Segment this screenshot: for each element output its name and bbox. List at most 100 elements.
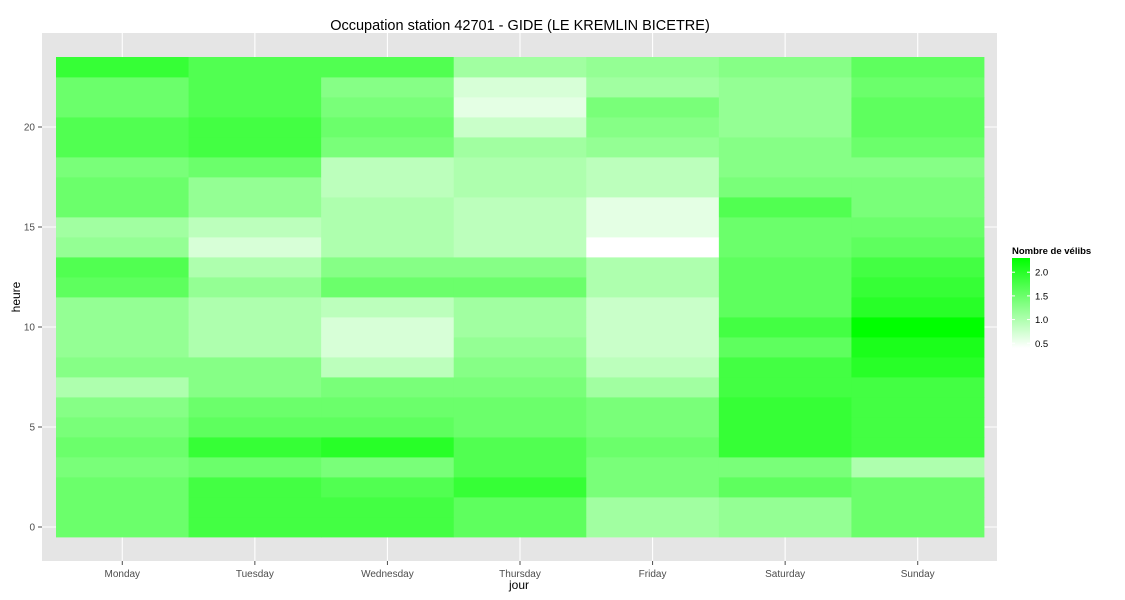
cell-sunday-h2	[851, 477, 985, 498]
cell-sunday-h4	[851, 437, 985, 458]
legend: Nombre de vélibs 0.5 1.0 1.5 2.0	[1012, 246, 1091, 350]
cell-friday-h17	[586, 177, 720, 198]
cell-wednesday-h16	[321, 197, 455, 218]
cell-thursday-h11	[453, 297, 587, 318]
cell-tuesday-h10	[188, 317, 322, 338]
cell-tuesday-h13	[188, 257, 322, 278]
cell-friday-h0	[586, 517, 720, 538]
cell-saturday-h0	[718, 517, 852, 538]
cell-tuesday-h20	[188, 117, 322, 138]
cell-tuesday-h23	[188, 57, 322, 78]
cell-friday-h8	[586, 357, 720, 378]
cell-thursday-h12	[453, 277, 587, 298]
cell-monday-h16	[56, 197, 189, 218]
y-tick-label-10: 10	[24, 323, 36, 334]
cell-saturday-h10	[718, 317, 852, 338]
cell-friday-h7	[586, 377, 720, 398]
x-tick-label-sunday: Sunday	[901, 569, 935, 580]
cell-wednesday-h0	[321, 517, 455, 538]
cell-thursday-h14	[453, 237, 587, 258]
cell-monday-h17	[56, 177, 189, 198]
cell-monday-h11	[56, 297, 189, 318]
y-axis-ticks: 0 5 10 15 20	[24, 123, 42, 534]
cell-thursday-h18	[453, 157, 587, 178]
cell-monday-h0	[56, 517, 189, 538]
cell-saturday-h6	[718, 397, 852, 418]
cell-friday-h20	[586, 117, 720, 138]
cell-wednesday-h9	[321, 337, 455, 358]
cell-monday-h3	[56, 457, 189, 478]
cell-monday-h15	[56, 217, 189, 238]
cell-saturday-h5	[718, 417, 852, 438]
cell-thursday-h10	[453, 317, 587, 338]
cell-tuesday-h0	[188, 517, 322, 538]
cell-saturday-h15	[718, 217, 852, 238]
cell-sunday-h19	[851, 137, 985, 158]
cell-thursday-h22	[453, 77, 587, 98]
cell-monday-h9	[56, 337, 189, 358]
cell-monday-h5	[56, 417, 189, 438]
cell-monday-h13	[56, 257, 189, 278]
cell-thursday-h1	[453, 497, 587, 518]
cell-sunday-h1	[851, 497, 985, 518]
cell-sunday-h5	[851, 417, 985, 438]
legend-title: Nombre de vélibs	[1012, 246, 1091, 257]
legend-tick-label: 2.0	[1035, 268, 1048, 279]
cell-tuesday-h6	[188, 397, 322, 418]
cell-sunday-h21	[851, 97, 985, 118]
cell-wednesday-h18	[321, 157, 455, 178]
cell-wednesday-h13	[321, 257, 455, 278]
cell-friday-h12	[586, 277, 720, 298]
cell-monday-h19	[56, 137, 189, 158]
cell-wednesday-h17	[321, 177, 455, 198]
cell-friday-h10	[586, 317, 720, 338]
cell-wednesday-h1	[321, 497, 455, 518]
cell-tuesday-h4	[188, 437, 322, 458]
cell-sunday-h15	[851, 217, 985, 238]
cell-sunday-h13	[851, 257, 985, 278]
cell-sunday-h11	[851, 297, 985, 318]
cell-tuesday-h18	[188, 157, 322, 178]
legend-colorbar	[1012, 258, 1030, 348]
cell-sunday-h18	[851, 157, 985, 178]
cell-thursday-h8	[453, 357, 587, 378]
cell-friday-h3	[586, 457, 720, 478]
cell-wednesday-h4	[321, 437, 455, 458]
cell-sunday-h14	[851, 237, 985, 258]
cell-sunday-h8	[851, 357, 985, 378]
cell-monday-h21	[56, 97, 189, 118]
cell-saturday-h21	[718, 97, 852, 118]
cell-wednesday-h10	[321, 317, 455, 338]
cell-friday-h13	[586, 257, 720, 278]
cell-saturday-h17	[718, 177, 852, 198]
cell-sunday-h7	[851, 377, 985, 398]
cell-wednesday-h2	[321, 477, 455, 498]
chart-title: Occupation station 42701 - GIDE (LE KREM…	[330, 18, 710, 34]
cell-saturday-h13	[718, 257, 852, 278]
cell-friday-h19	[586, 137, 720, 158]
cell-saturday-h9	[718, 337, 852, 358]
cell-thursday-h13	[453, 257, 587, 278]
cell-wednesday-h21	[321, 97, 455, 118]
cell-wednesday-h6	[321, 397, 455, 418]
cell-friday-h21	[586, 97, 720, 118]
cell-tuesday-h9	[188, 337, 322, 358]
cell-saturday-h8	[718, 357, 852, 378]
cell-sunday-h10	[851, 317, 985, 338]
cell-tuesday-h7	[188, 377, 322, 398]
y-tick-label-5: 5	[29, 423, 35, 434]
y-tick-label-0: 0	[29, 523, 35, 534]
cell-thursday-h19	[453, 137, 587, 158]
cell-thursday-h0	[453, 517, 587, 538]
cell-saturday-h14	[718, 237, 852, 258]
cell-wednesday-h15	[321, 217, 455, 238]
cell-wednesday-h5	[321, 417, 455, 438]
cell-sunday-h9	[851, 337, 985, 358]
cell-saturday-h4	[718, 437, 852, 458]
x-tick-label-thursday: Thursday	[499, 569, 541, 580]
cell-friday-h2	[586, 477, 720, 498]
cell-friday-h15	[586, 217, 720, 238]
cell-sunday-h20	[851, 117, 985, 138]
cell-thursday-h5	[453, 417, 587, 438]
